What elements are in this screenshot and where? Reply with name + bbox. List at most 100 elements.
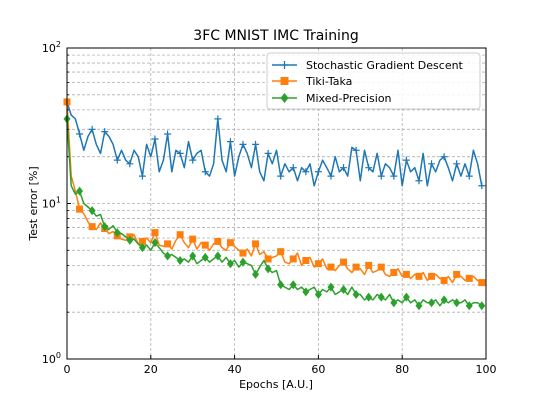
data-point bbox=[465, 274, 473, 282]
x-tick-label: 20 bbox=[144, 363, 158, 376]
data-point bbox=[478, 279, 486, 287]
data-point bbox=[428, 272, 436, 280]
data-point bbox=[314, 260, 322, 268]
data-point bbox=[377, 263, 385, 271]
data-point bbox=[176, 149, 184, 157]
data-point bbox=[239, 257, 247, 267]
data-point bbox=[88, 125, 96, 133]
data-point bbox=[164, 251, 172, 261]
data-point bbox=[88, 206, 96, 216]
data-point bbox=[88, 223, 96, 231]
data-point bbox=[201, 241, 209, 249]
data-point bbox=[277, 172, 285, 180]
data-point bbox=[402, 156, 410, 164]
data-point bbox=[415, 272, 423, 280]
data-point bbox=[126, 160, 134, 168]
data-point bbox=[201, 168, 209, 176]
data-point bbox=[289, 255, 297, 263]
data-point bbox=[264, 255, 272, 263]
data-point bbox=[440, 153, 448, 161]
data-point bbox=[76, 205, 84, 213]
data-point bbox=[189, 235, 197, 243]
data-point bbox=[340, 258, 348, 266]
data-point bbox=[465, 301, 473, 311]
data-point bbox=[76, 186, 84, 196]
data-point bbox=[113, 228, 121, 238]
data-point bbox=[302, 287, 310, 297]
x-tick-label: 0 bbox=[64, 363, 71, 376]
data-point bbox=[390, 268, 398, 276]
data-point bbox=[352, 289, 360, 299]
data-point bbox=[151, 238, 159, 248]
data-point bbox=[252, 269, 260, 279]
x-tick-label: 80 bbox=[395, 363, 409, 376]
data-point bbox=[365, 261, 373, 269]
data-point bbox=[113, 156, 121, 164]
legend-marker-sgd bbox=[280, 61, 289, 69]
data-point bbox=[314, 289, 322, 299]
data-point bbox=[176, 255, 184, 265]
series-line-stochastic-gradient-descent bbox=[66, 101, 483, 187]
data-point bbox=[415, 177, 423, 185]
data-point bbox=[189, 156, 197, 164]
data-point bbox=[302, 168, 310, 176]
data-point bbox=[289, 164, 297, 172]
legend-label-mixed-precision: Mixed-Precision bbox=[306, 92, 392, 105]
data-point bbox=[101, 128, 109, 136]
data-point bbox=[390, 172, 398, 180]
data-point bbox=[365, 292, 373, 302]
data-point bbox=[478, 301, 486, 311]
data-point bbox=[264, 264, 272, 274]
legend: Stochastic Gradient Descent Tiki-Taka Mi… bbox=[266, 52, 481, 110]
data-point bbox=[214, 115, 222, 123]
data-point bbox=[226, 239, 234, 247]
plot-frame bbox=[66, 47, 487, 360]
data-point bbox=[252, 140, 260, 148]
data-point bbox=[226, 138, 234, 146]
legend-marker-mixed-precision bbox=[280, 93, 289, 103]
data-point bbox=[164, 130, 172, 138]
data-point bbox=[176, 231, 184, 239]
data-point bbox=[428, 298, 436, 308]
data-point bbox=[415, 301, 423, 311]
data-point bbox=[151, 135, 159, 143]
data-point bbox=[352, 263, 360, 271]
data-point bbox=[352, 146, 360, 154]
data-point bbox=[264, 149, 272, 157]
data-point bbox=[164, 240, 172, 248]
data-point bbox=[402, 270, 410, 278]
data-point bbox=[314, 168, 322, 176]
legend-label-tiki-taka: Tiki-Taka bbox=[305, 75, 352, 88]
data-point bbox=[138, 237, 146, 245]
data-point bbox=[101, 222, 109, 232]
x-tick-label: 60 bbox=[311, 363, 325, 376]
data-point bbox=[465, 172, 473, 180]
data-point bbox=[201, 252, 209, 262]
data-point bbox=[289, 280, 297, 290]
data-point bbox=[239, 140, 247, 148]
data-point bbox=[453, 298, 461, 308]
series-line-tiki-taka bbox=[66, 101, 483, 284]
data-point bbox=[365, 164, 373, 172]
y-tick-label: 101 bbox=[42, 196, 61, 211]
data-point bbox=[377, 292, 385, 302]
data-point bbox=[189, 251, 197, 261]
data-point bbox=[440, 276, 448, 284]
data-point bbox=[327, 263, 335, 271]
data-point bbox=[214, 251, 222, 261]
data-point bbox=[478, 182, 486, 190]
chart-title: 3FC MNIST IMC Training bbox=[193, 28, 358, 44]
data-point bbox=[453, 160, 461, 168]
data-point bbox=[277, 280, 285, 290]
data-point bbox=[340, 284, 348, 294]
series-line-mixed-precision bbox=[66, 118, 483, 307]
data-point bbox=[440, 295, 448, 305]
data-point bbox=[252, 240, 260, 248]
data-point bbox=[277, 248, 285, 256]
data-point bbox=[151, 229, 159, 237]
x-tick-label: 40 bbox=[228, 363, 242, 376]
axis-ticks: 0 20 40 60 80 100 100 101 102 bbox=[42, 40, 497, 376]
data-point bbox=[340, 164, 348, 172]
legend-marker-tiki-taka bbox=[280, 77, 289, 85]
